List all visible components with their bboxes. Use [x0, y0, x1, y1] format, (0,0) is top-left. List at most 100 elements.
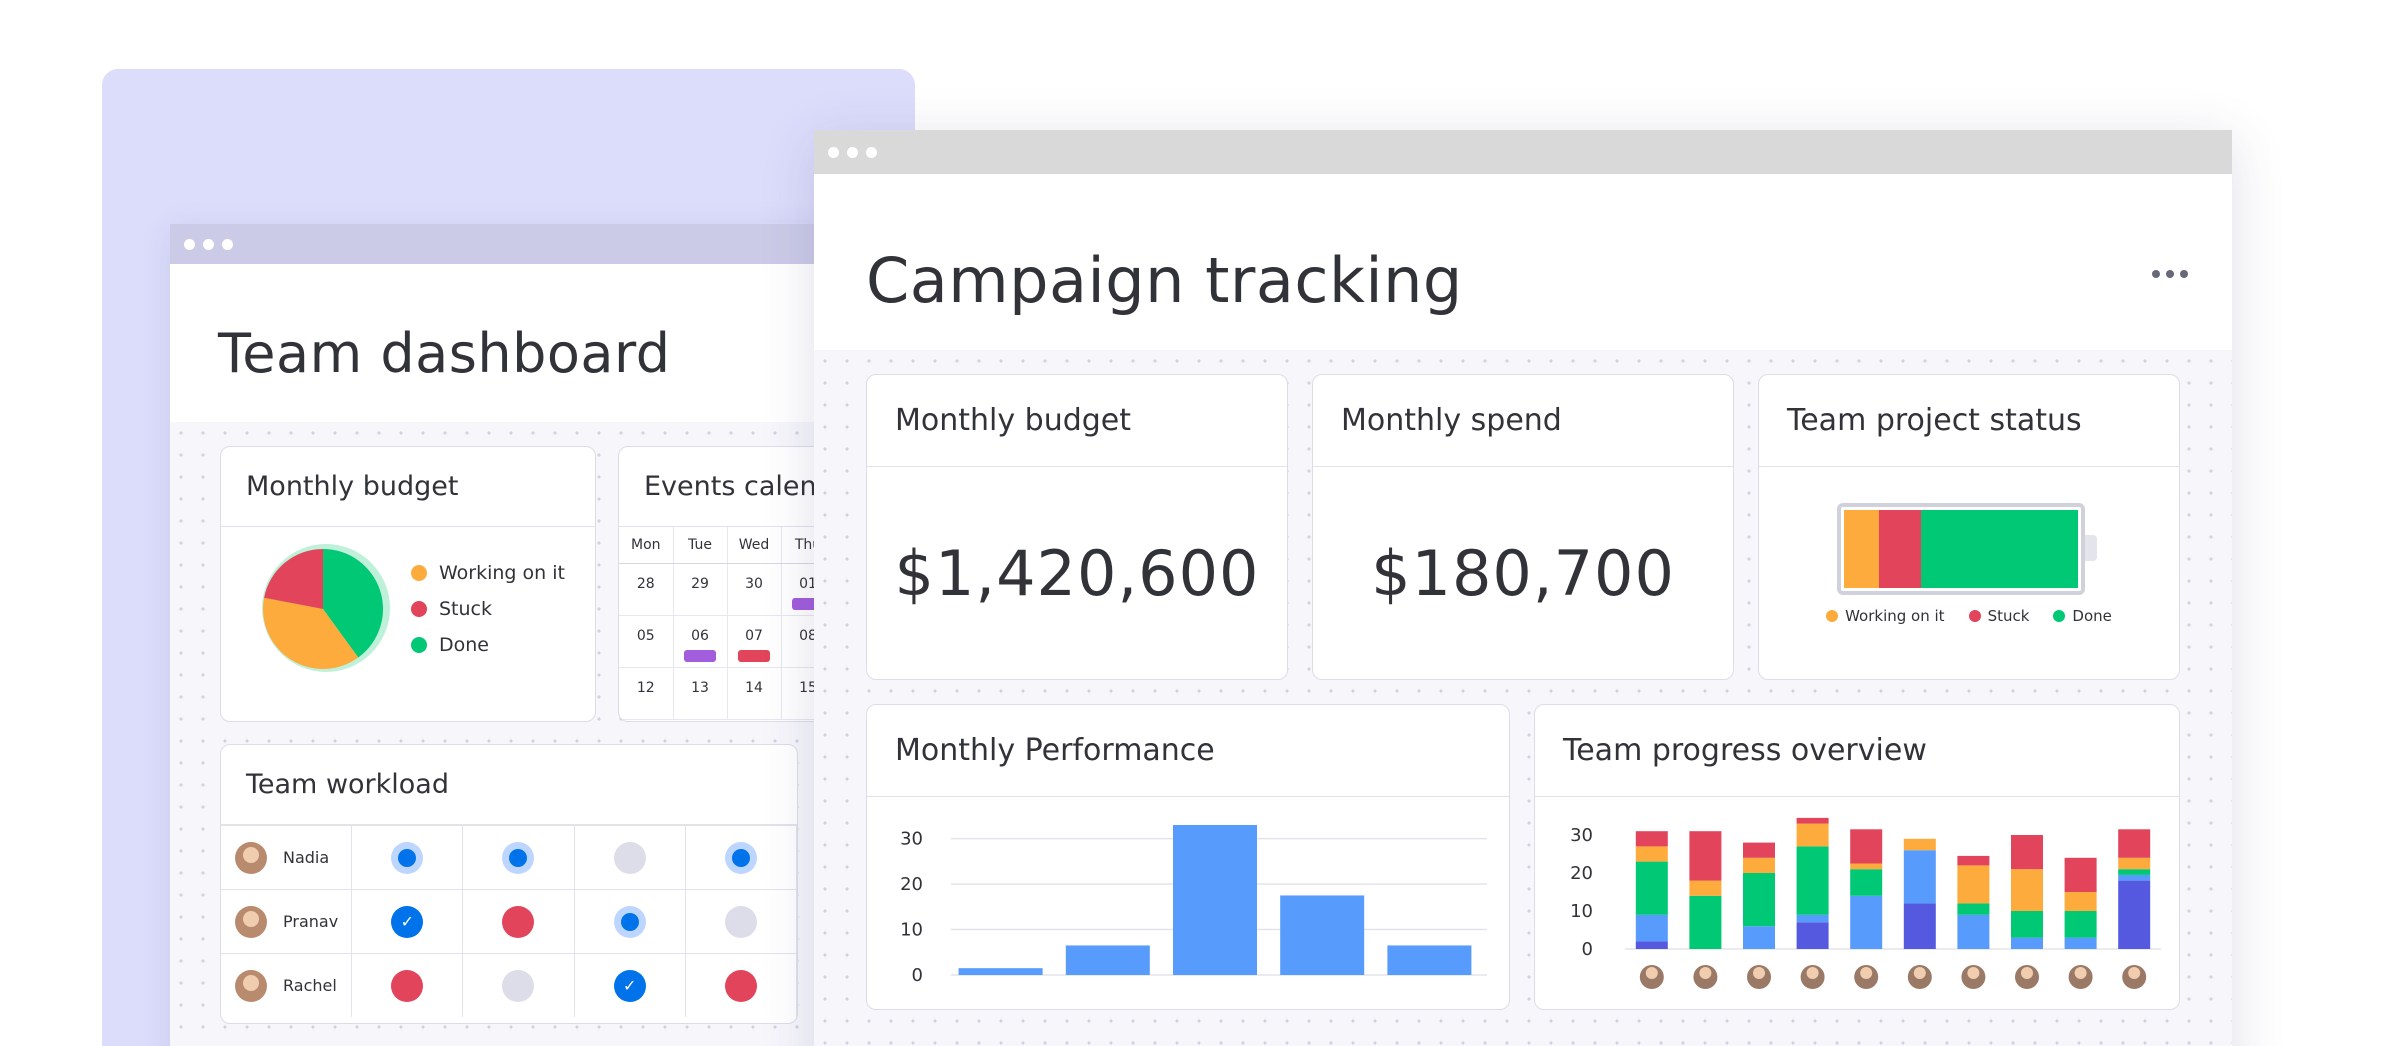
progress-bar-segment[interactable] [1743, 857, 1775, 873]
progress-bar-segment[interactable] [2011, 937, 2043, 949]
workload-cell[interactable] [575, 890, 686, 953]
avatar [235, 905, 267, 938]
workload-cell[interactable] [686, 826, 797, 889]
progress-bar-segment[interactable] [1635, 914, 1668, 942]
progress-bar-segment[interactable] [1635, 861, 1668, 915]
window-control-dot[interactable] [203, 238, 214, 250]
progress-bar-segment[interactable] [2064, 857, 2097, 892]
window-control-dot[interactable] [866, 146, 877, 158]
member-cell: Pranav [221, 890, 353, 953]
working-status-dot [731, 848, 750, 867]
progress-bar-segment[interactable] [1850, 895, 1883, 949]
workload-cell[interactable] [463, 826, 575, 889]
progress-bar-segment[interactable] [2118, 857, 2151, 870]
calendar-day[interactable]: 29 [673, 563, 728, 616]
performance-bar[interactable] [1173, 825, 1257, 975]
day-number: 29 [691, 575, 709, 592]
empty-status-dot [613, 841, 646, 874]
pie-slice [263, 597, 359, 669]
progress-bar-segment[interactable] [2064, 911, 2097, 938]
more-horizontal-icon[interactable] [2152, 270, 2188, 278]
window-control-dot[interactable] [847, 146, 858, 158]
window-control-dot[interactable] [828, 146, 839, 158]
monthly-spend-kpi-widget[interactable]: Monthly spend $180,700 [1312, 374, 1734, 680]
progress-bar-segment[interactable] [1689, 895, 1722, 949]
progress-bar-segment[interactable] [1796, 823, 1829, 847]
workload-cell[interactable]: ✓ [352, 890, 464, 953]
progress-bar-segment[interactable] [1689, 880, 1722, 896]
workload-cell[interactable] [463, 954, 575, 1017]
workload-cell[interactable] [686, 890, 797, 953]
progress-bar-segment[interactable] [2064, 937, 2097, 949]
calendar-day[interactable]: 28 [619, 563, 674, 616]
monthly-budget-kpi-widget[interactable]: Monthly budget $1,420,600 [866, 374, 1288, 680]
battery-segment [1921, 510, 2078, 588]
progress-bar-segment[interactable] [1957, 855, 1990, 866]
progress-bar-segment[interactable] [2011, 869, 2043, 911]
progress-bar-segment[interactable] [1850, 829, 1883, 864]
progress-bar-segment[interactable] [1743, 842, 1775, 858]
progress-bar-segment[interactable] [1850, 863, 1883, 870]
progress-bar-segment[interactable] [2118, 880, 2151, 949]
monthly-performance-widget[interactable]: Monthly Performance 0 10 20 30 [866, 704, 1510, 1010]
calendar-day[interactable]: 13 [673, 667, 728, 720]
team-project-status-widget[interactable]: Team project status Working on it Stuck … [1758, 374, 2180, 680]
workload-cell[interactable] [352, 826, 464, 889]
status-legend: Working on it Stuck Done [1759, 607, 2179, 625]
workload-row[interactable]: Rachel ✓ [221, 953, 797, 1017]
performance-bar[interactable] [958, 968, 1043, 975]
progress-bar-segment[interactable] [2064, 892, 2097, 911]
calendar-event[interactable] [684, 649, 716, 662]
workload-cell[interactable] [463, 890, 575, 953]
workload-row[interactable]: Nadia [221, 825, 797, 889]
progress-bar-segment[interactable] [1903, 850, 1936, 904]
calendar-day[interactable]: 30 [727, 563, 782, 616]
progress-bar-segment[interactable] [2118, 829, 2151, 858]
progress-bar-segment[interactable] [1796, 817, 1829, 824]
progress-bar-segment[interactable] [1903, 838, 1936, 851]
progress-bar-segment[interactable] [1796, 922, 1829, 949]
workload-cell[interactable]: ✓ [575, 954, 686, 1017]
progress-bar-segment[interactable] [2118, 869, 2151, 875]
progress-bar-segment[interactable] [2011, 835, 2043, 870]
performance-bar[interactable] [1280, 895, 1365, 975]
avatar-face [1645, 967, 1658, 979]
progress-bar-segment[interactable] [1957, 865, 1990, 904]
progress-bar-segment[interactable] [2011, 911, 2043, 938]
performance-bar[interactable] [1387, 945, 1472, 975]
progress-bar-segment[interactable] [1850, 869, 1883, 896]
progress-bar-segment[interactable] [1743, 926, 1775, 949]
progress-bar-segment[interactable] [1635, 941, 1668, 949]
battery-segment [1879, 510, 1922, 588]
progress-bar-segment[interactable] [1689, 831, 1722, 881]
calendar-day[interactable]: 05 [619, 615, 674, 668]
calendar-day[interactable]: 06 [673, 615, 728, 668]
progress-bar-segment[interactable] [1635, 831, 1668, 847]
performance-bar[interactable] [1065, 945, 1150, 975]
workload-cell[interactable] [686, 954, 797, 1017]
progress-bar-segment[interactable] [1743, 873, 1775, 927]
monthly-budget-widget[interactable]: Monthly budget Working on it Stuck Done [220, 446, 596, 722]
progress-bar-segment[interactable] [1796, 914, 1829, 923]
progress-bar-segment[interactable] [2118, 874, 2151, 881]
progress-bar-segment[interactable] [1903, 903, 1936, 949]
progress-bar-segment[interactable] [1957, 914, 1990, 949]
progress-bar-segment[interactable] [1635, 846, 1668, 862]
y-tick-label: 10 [1570, 901, 1593, 922]
team-workload-widget[interactable]: Team workload Nadia Pranav ✓ Rachel ✓ [220, 744, 798, 1024]
calendar-day[interactable]: 12 [619, 667, 674, 720]
team-progress-widget[interactable]: Team progress overview 0 10 20 30 [1534, 704, 2180, 1010]
calendar-day[interactable]: 14 [727, 667, 782, 720]
workload-cell[interactable] [352, 954, 464, 1017]
workload-cell[interactable] [575, 826, 686, 889]
progress-bar-segment[interactable] [1796, 846, 1829, 915]
window-control-dot[interactable] [222, 238, 233, 250]
legend-label: Working on it [439, 562, 565, 584]
workload-row[interactable]: Pranav ✓ [221, 889, 797, 953]
calendar-day[interactable]: 07 [727, 615, 782, 668]
calendar-event[interactable] [738, 649, 770, 662]
legend-swatch-working [1826, 610, 1839, 622]
window-control-dot[interactable] [184, 238, 195, 250]
progress-bar-segment[interactable] [1957, 903, 1990, 915]
legend-swatch-working [411, 565, 427, 581]
